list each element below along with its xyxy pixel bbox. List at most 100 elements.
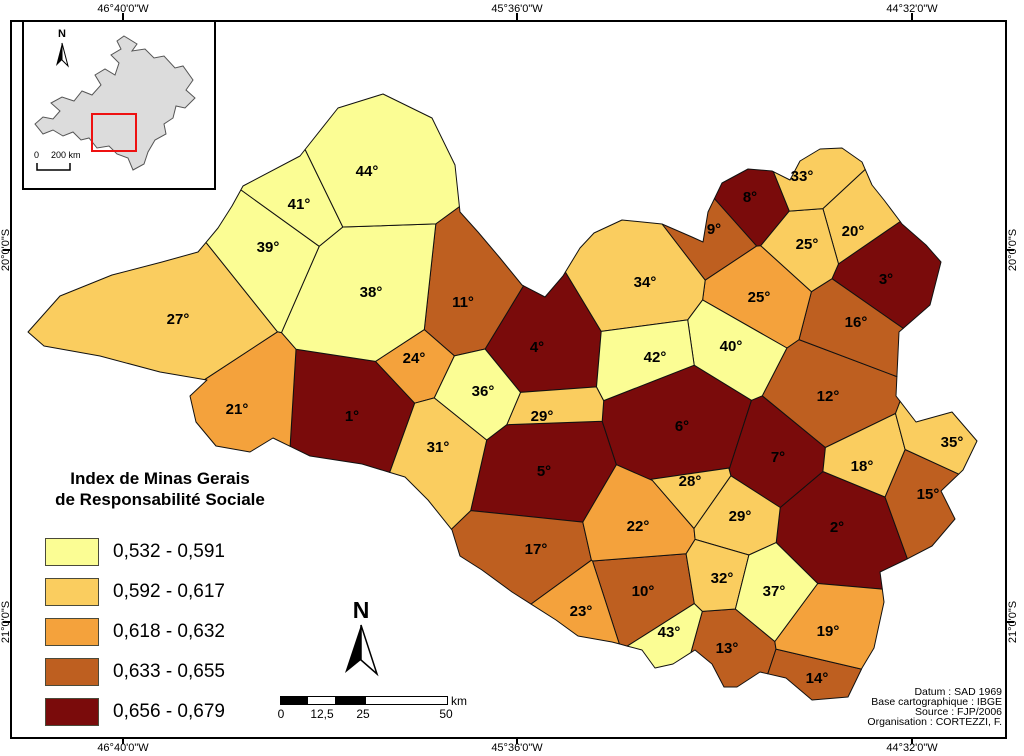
legend-title-line1: Index de Minas Gerais bbox=[70, 469, 250, 488]
inset-state-outline bbox=[34, 35, 196, 171]
scale-label: 25 bbox=[356, 707, 370, 721]
inset-map: N 0 200 km bbox=[22, 20, 216, 190]
credit-line: Base cartographique : IBGE bbox=[871, 696, 1002, 708]
region-label: 15° bbox=[917, 486, 940, 503]
region-44-area bbox=[304, 93, 460, 228]
region-label: 38° bbox=[360, 284, 383, 301]
legend-item: 0,618 - 0,632 bbox=[45, 612, 290, 652]
region-label: 31° bbox=[427, 439, 450, 456]
region-label: 39° bbox=[257, 239, 280, 256]
region-29-area bbox=[506, 386, 605, 426]
credit-line: Organisation : CORTEZZI, F. bbox=[867, 716, 1002, 728]
graticule-tick bbox=[516, 13, 518, 20]
graticule-tick bbox=[1007, 621, 1014, 623]
region-label: 22° bbox=[627, 518, 650, 535]
graticule-tick bbox=[516, 737, 518, 744]
region-label: 13° bbox=[716, 640, 739, 657]
inset-north-arrow-icon bbox=[56, 42, 69, 68]
coordinate-label: 44°32'0"W bbox=[886, 742, 938, 754]
legend-swatch bbox=[45, 658, 99, 686]
graticule-tick bbox=[3, 249, 10, 251]
region-label: 16° bbox=[845, 314, 868, 331]
credit-line: Source : FJP/2006 bbox=[915, 706, 1002, 718]
region-label: 11° bbox=[452, 294, 474, 311]
region-label: 40° bbox=[720, 338, 743, 355]
coordinate-label: 46°40'0"W bbox=[97, 742, 149, 754]
region-39-area bbox=[205, 189, 320, 334]
legend-range: 0,656 - 0,679 bbox=[113, 701, 225, 722]
scale-label: 0 bbox=[277, 707, 285, 721]
graticule-tick bbox=[122, 737, 124, 744]
region-23-area bbox=[530, 559, 620, 645]
graticule-tick bbox=[911, 13, 913, 20]
region-label: 44° bbox=[356, 163, 379, 180]
legend: Index de Minas Gerais de Responsabilité … bbox=[30, 468, 290, 732]
region-35-area bbox=[895, 400, 978, 475]
region-label: 37° bbox=[763, 583, 786, 600]
legend-title-line2: de Responsabilité Sociale bbox=[55, 490, 265, 509]
region-label: 10° bbox=[632, 583, 655, 600]
region-label: 32° bbox=[711, 570, 734, 587]
legend-title: Index de Minas Gerais de Responsabilité … bbox=[30, 468, 290, 510]
legend-swatch bbox=[45, 698, 99, 726]
inset-scale-bracket bbox=[36, 163, 71, 171]
region-label: 34° bbox=[634, 274, 657, 291]
inset-scale-distance: 200 km bbox=[51, 150, 81, 160]
region-label: 19° bbox=[817, 623, 840, 640]
coordinate-label: 46°40'0"W bbox=[97, 3, 149, 15]
region-label: 36° bbox=[472, 383, 495, 400]
region-label: 29° bbox=[531, 408, 554, 425]
legend-range: 0,633 - 0,655 bbox=[113, 661, 225, 682]
coordinate-label: 44°32'0"W bbox=[886, 3, 938, 15]
region-37-area bbox=[734, 542, 819, 642]
region-label: 27° bbox=[167, 311, 190, 328]
region-label: 35° bbox=[941, 434, 964, 451]
region-label: 33° bbox=[791, 168, 814, 185]
coordinate-label: 20°0'0"S bbox=[0, 228, 12, 272]
region-36-area bbox=[433, 348, 521, 441]
scale-unit: km bbox=[451, 694, 467, 708]
coordinate-label: 20°0'0"S bbox=[1007, 228, 1019, 272]
region-label: 12° bbox=[817, 388, 840, 405]
region-label: 24° bbox=[403, 350, 426, 367]
region-label: 42° bbox=[644, 349, 667, 366]
north-arrow-label: N bbox=[352, 597, 370, 623]
region-label: 7° bbox=[771, 449, 785, 466]
region-label: 17° bbox=[525, 541, 548, 558]
inset-scale-zero: 0 bbox=[34, 150, 40, 160]
coordinate-label: 45°36'0"W bbox=[491, 742, 543, 754]
credits: Datum : SAD 1969 Base cartographique : I… bbox=[867, 687, 1002, 728]
region-27-area bbox=[27, 241, 278, 381]
region-label: 14° bbox=[806, 670, 829, 687]
region-label: 25° bbox=[748, 289, 771, 306]
legend-swatch bbox=[45, 578, 99, 606]
region-label: 20° bbox=[842, 223, 865, 240]
region-label: 18° bbox=[851, 458, 874, 475]
region-label: 4° bbox=[530, 339, 544, 356]
legend-range: 0,618 - 0,632 bbox=[113, 621, 225, 642]
region-label: 23° bbox=[570, 603, 593, 620]
graticule-tick bbox=[122, 13, 124, 20]
legend-range: 0,532 - 0,591 bbox=[113, 541, 225, 562]
extent-rectangle bbox=[91, 113, 137, 152]
inset-scale-text: 0 200 km bbox=[34, 150, 93, 160]
region-42-area bbox=[596, 319, 695, 402]
region-43-area bbox=[626, 603, 703, 669]
graticule-tick bbox=[911, 737, 913, 744]
coordinate-label: 21°0'0"S bbox=[1007, 600, 1019, 644]
coordinate-label: 21°0'0"S bbox=[0, 600, 12, 644]
region-label: 6° bbox=[675, 418, 689, 435]
scale-label: 12,5 bbox=[310, 707, 334, 721]
region-label: 8° bbox=[743, 189, 757, 206]
region-label: 43° bbox=[658, 624, 681, 641]
legend-item: 0,656 - 0,679 bbox=[45, 692, 290, 732]
region-33-area bbox=[772, 147, 866, 212]
legend-swatch bbox=[45, 618, 99, 646]
region-label: 29° bbox=[729, 508, 752, 525]
graticule-tick bbox=[1007, 249, 1014, 251]
region-label: 3° bbox=[879, 271, 893, 288]
region-label: 2° bbox=[830, 519, 844, 536]
region-label: 28° bbox=[679, 473, 702, 490]
legend-range: 0,592 - 0,617 bbox=[113, 581, 225, 602]
